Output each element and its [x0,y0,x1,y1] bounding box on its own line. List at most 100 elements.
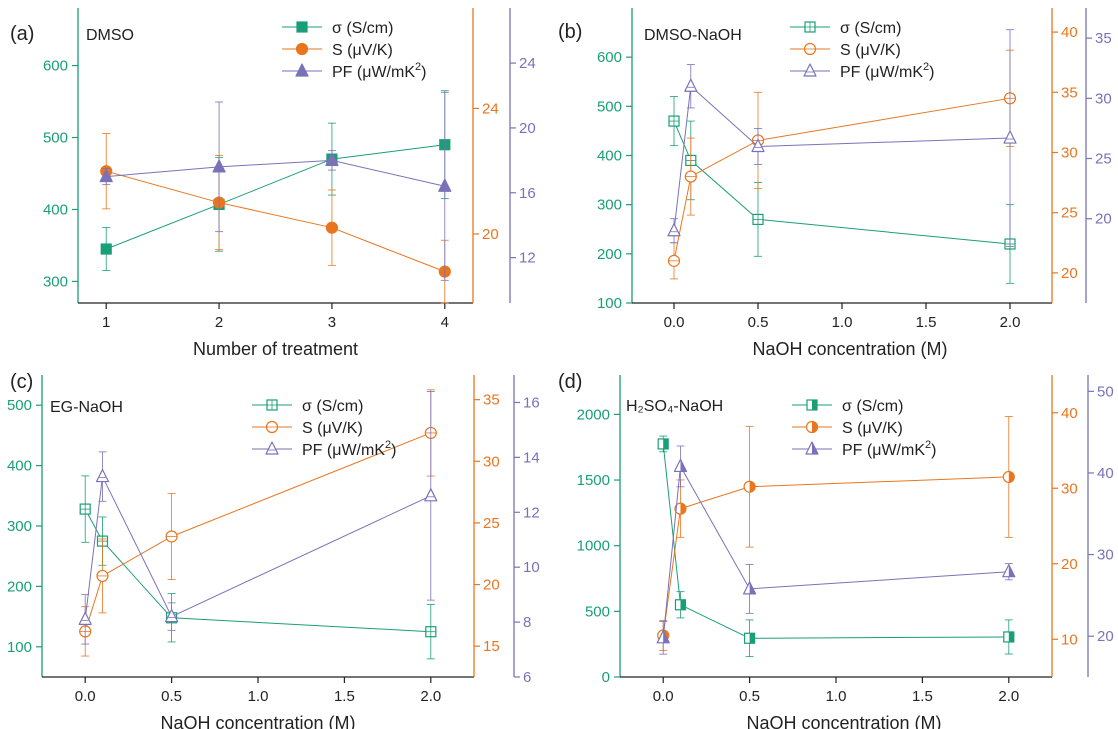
panel-title: EG-NaOH [50,399,123,416]
sigma-tick-label: 300 [597,197,622,214]
data-point-pf [424,488,438,502]
x-axis-title: NaOH concentration (M) [752,339,947,359]
seebeck-tick-label: 40 [1061,405,1078,422]
series-line-pf [84,474,432,620]
legend-text: σ (S/cm) [302,398,363,415]
seebeck-tick-label: 30 [483,453,500,470]
sigma-tick-label: 100 [597,295,622,312]
legend-marker-sigma-half [812,400,817,410]
data-point-pf [1003,130,1017,144]
legend-text: S (μV/K) [302,420,363,437]
seebeck-tick-label: 35 [1061,84,1078,101]
seebeck-tick-label: 25 [483,515,500,532]
series-line-seebeck [84,432,431,632]
legend-marker-pf-half [812,442,818,454]
series-line-pf [673,85,1011,231]
sigma-tick-label: 600 [43,58,68,75]
sigma-tick-label: 300 [7,518,32,535]
pf-tick-label: 50 [1097,383,1114,400]
data-point-pf-half [1008,564,1015,577]
legend-marker-pf [265,441,279,455]
pf-tick-label: 14 [523,449,540,466]
x-tick-label: 0.0 [653,688,674,705]
data-point-sigma-half [749,633,755,644]
series-line-seebeck [106,170,445,273]
legend-label-pf: PF (μW/mK2) [332,61,426,81]
pf-tick-label: 30 [1095,90,1112,107]
sigma-tick-label: 500 [43,130,68,147]
legend-label-pf: PF (μW/mK2) [302,439,396,459]
series-line-seebeck [662,476,1009,636]
legend-marker-pf [803,63,817,77]
x-axis-title: NaOH concentration (M) [160,713,355,729]
legend-label-pf: PF (μW/mK2) [840,61,934,81]
sigma-tick-label: 200 [597,246,622,263]
data-point-sigma-half [1008,631,1014,642]
series-line-sigma [106,144,445,250]
panel-d: 0.0 0.5 1.0 1.5 2.0 NaOH concentration (M) 0 50… [558,371,1114,729]
sigma-tick-label: 2000 [577,406,610,423]
sigma-tick-label: 1500 [577,472,610,489]
data-point-seebeck-half [1008,471,1015,483]
seebeck-tick-label: 40 [1061,24,1078,41]
legend-marker-pf [295,63,309,77]
pf-tick-label: 12 [523,504,540,521]
data-point-pf [667,223,681,237]
data-point-pf [78,611,92,625]
data-point-pf [684,78,698,92]
legend-superscript: 2 [923,61,929,73]
sigma-tick-label: 100 [7,639,32,656]
legend-label-seebeck: S (μV/K) [332,42,393,59]
x-tick-label: 1.5 [912,688,933,705]
legend-text: S (μV/K) [332,42,393,59]
legend-text: PF (μW/mK [302,442,385,459]
x-tick-label: 1 [102,314,110,331]
panel-b: 0.0 0.5 1.0 1.5 2.0 NaOH concentration (M) 100… [558,8,1112,359]
sigma-tick-label: 500 [597,98,622,115]
series-line-sigma [84,508,431,633]
panel-label: (d) [558,371,582,393]
panel-label: (c) [10,371,33,393]
panel-title: H₂SO₄-NaOH [626,398,723,415]
sigma-tick-label: 400 [7,458,32,475]
x-tick-label: 0.5 [748,314,769,331]
seebeck-tick-label: 20 [1061,556,1078,573]
data-point-pf [325,152,339,166]
legend-text: PF (μW/mK [840,64,923,81]
x-tick-label: 1.5 [916,314,937,331]
data-point-pf [165,608,179,623]
pf-tick-label: 20 [1095,211,1112,228]
pf-tick-label: 10 [523,559,540,576]
legend-superscript: 2 [925,439,931,451]
x-tick-label: 0.0 [664,314,685,331]
seebeck-tick-label: 24 [482,100,499,117]
seebeck-tick-label: 30 [1061,480,1078,497]
series-pf [656,445,1016,655]
legend-label-seebeck: S (μV/K) [302,420,363,437]
pf-tick-label: 35 [1095,30,1112,47]
series-sigma [100,90,451,272]
legend-suffix: ) [391,442,396,459]
series-pf [667,29,1017,247]
sigma-tick-label: 600 [597,49,622,66]
pf-tick-label: 6 [523,669,531,686]
seebeck-tick-label: 30 [1061,144,1078,161]
series-seebeck [657,416,1015,651]
panel-c: 0.0 0.5 1.0 1.5 2.0 NaOH concentration (M) 100… [7,371,540,729]
series-seebeck [667,49,1017,280]
series-sigma [657,435,1015,658]
data-point-pf [95,468,110,483]
x-tick-label: 1.0 [826,688,847,705]
legend: σ (S/cm) S (μV/K) PF (μW/mK2) [790,20,934,81]
pf-tick-label: 30 [1097,547,1114,564]
pf-tick-label: 20 [1097,628,1114,645]
legend-label-seebeck: S (μV/K) [840,42,901,59]
x-tick-label: 4 [441,314,449,331]
legend-superscript: 2 [415,61,421,73]
panel-title: DMSO [86,27,134,44]
series-line-seebeck [673,97,1011,261]
data-point-pf-half [749,581,756,594]
legend-text: S (μV/K) [840,42,901,59]
x-tick-label: 2.0 [1000,314,1021,331]
